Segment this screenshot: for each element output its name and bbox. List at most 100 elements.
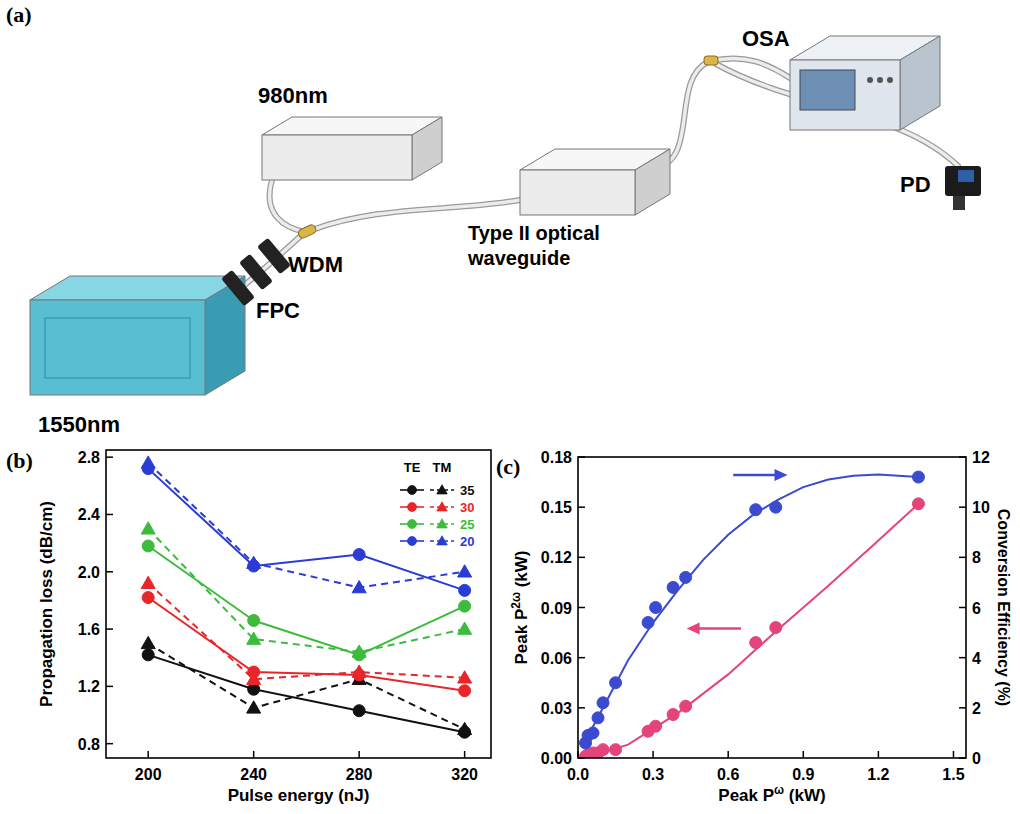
data-point — [650, 602, 662, 614]
pd — [945, 166, 981, 196]
waveguide-box-side — [635, 149, 670, 215]
x-tick-label: 200 — [135, 766, 162, 783]
y-tick-label: 0.09 — [541, 600, 572, 617]
y-tick-label: 1.6 — [78, 621, 100, 638]
x-tick-label: 1.5 — [942, 766, 964, 783]
series — [142, 649, 470, 738]
series-line — [586, 504, 919, 758]
x-tick — [878, 751, 880, 758]
legend-label: 30 — [460, 500, 474, 515]
series — [586, 504, 919, 758]
series — [141, 522, 471, 657]
laser-980-top — [262, 117, 442, 135]
y-axis-title: Propagation loss (dB/cm) — [37, 501, 56, 707]
pd-window — [958, 170, 974, 182]
y-tick — [578, 757, 585, 759]
node-label-line: FPC — [256, 298, 300, 323]
y2-axis-title: Conversion Efficiency (%) — [995, 509, 1012, 706]
x-tick-label: 0.3 — [642, 766, 664, 783]
y2-tick — [959, 757, 966, 759]
node-label: PD — [900, 172, 931, 197]
data-point — [141, 456, 155, 468]
waveguide-box — [520, 149, 670, 215]
series-line — [148, 463, 464, 588]
legend-marker — [408, 503, 417, 512]
data-point — [458, 622, 472, 634]
data-point — [142, 649, 154, 661]
laser-1550-front — [30, 300, 205, 395]
series — [141, 636, 471, 734]
legend-header: TE — [404, 460, 421, 475]
legend-marker — [408, 520, 417, 529]
series — [586, 475, 919, 741]
legend-label: 35 — [460, 483, 474, 498]
data-point — [353, 549, 365, 561]
y-tick-label: 0.18 — [541, 449, 572, 466]
data-point — [141, 576, 155, 588]
legend-marker — [437, 485, 448, 494]
figure: (a)980nm1550nmFPCWDMType II opticalwaveg… — [0, 0, 1020, 814]
axis-title-sup: ω — [774, 783, 784, 797]
y2-tick-label: 12 — [972, 449, 990, 466]
osa-knob — [877, 77, 883, 83]
data-point — [248, 683, 260, 695]
y-tick-label: 0.15 — [541, 499, 572, 516]
panel-letter: (a) — [6, 2, 32, 27]
y-tick — [106, 686, 113, 688]
y-tick-label: 0.8 — [78, 736, 100, 753]
y-tick — [106, 571, 113, 573]
series-line — [148, 529, 464, 652]
data-point — [352, 645, 366, 657]
x-tick — [652, 751, 654, 758]
series-line — [148, 643, 464, 729]
y2-tick — [959, 707, 966, 709]
node-label: OSA — [742, 26, 790, 51]
y-tick-label: 2.0 — [78, 564, 100, 581]
series-line — [148, 583, 464, 679]
wdm — [297, 224, 317, 240]
x-tick — [147, 751, 149, 758]
legend: TETM35302520 — [400, 460, 474, 549]
y-tick-label: 0.06 — [541, 650, 572, 667]
x-axis-title: Peak Pω (kW) — [718, 783, 825, 805]
osa-knob — [867, 77, 873, 83]
series — [142, 540, 470, 661]
legend-marker — [408, 537, 417, 546]
y-tick — [106, 514, 113, 516]
axis-arrow — [733, 474, 777, 477]
osa-side — [900, 36, 940, 130]
y2-tick-label: 6 — [972, 600, 981, 617]
pd-post — [953, 196, 965, 210]
x-tick-label: 0.0 — [567, 766, 589, 783]
y2-tick-label: 2 — [972, 700, 981, 717]
x-tick-label: 320 — [451, 766, 478, 783]
legend-marker — [437, 502, 448, 511]
node-label-line: Type II optical — [468, 222, 600, 244]
plot-frame — [578, 457, 966, 758]
y-tick — [578, 607, 585, 609]
y-tick — [578, 657, 585, 659]
x-tick — [464, 751, 466, 758]
data-point — [141, 522, 155, 534]
series — [580, 471, 925, 749]
node-label: Type II opticalwaveguide — [467, 222, 600, 269]
node-label: 1550nm — [38, 412, 120, 437]
legend-label: 25 — [460, 517, 474, 532]
y-tick-label: 0.00 — [541, 750, 572, 767]
y-tick-label: 0.03 — [541, 700, 572, 717]
y-tick — [578, 707, 585, 709]
x-tick — [358, 751, 360, 758]
y-axis-title: Peak P2ω (kW) — [509, 551, 531, 665]
y2-tick-label: 4 — [972, 650, 981, 667]
y-tick-label: 2.8 — [78, 449, 100, 466]
y-tick — [578, 506, 585, 508]
series — [141, 576, 471, 684]
y2-tick — [959, 657, 966, 659]
fpc-paddle — [257, 238, 291, 275]
y2-tick — [959, 506, 966, 508]
legend-marker — [437, 536, 448, 545]
x-tick — [727, 751, 729, 758]
x-tick-label: 240 — [240, 766, 267, 783]
node-label-line: WDM — [288, 252, 343, 277]
fiber-outline — [270, 180, 305, 232]
